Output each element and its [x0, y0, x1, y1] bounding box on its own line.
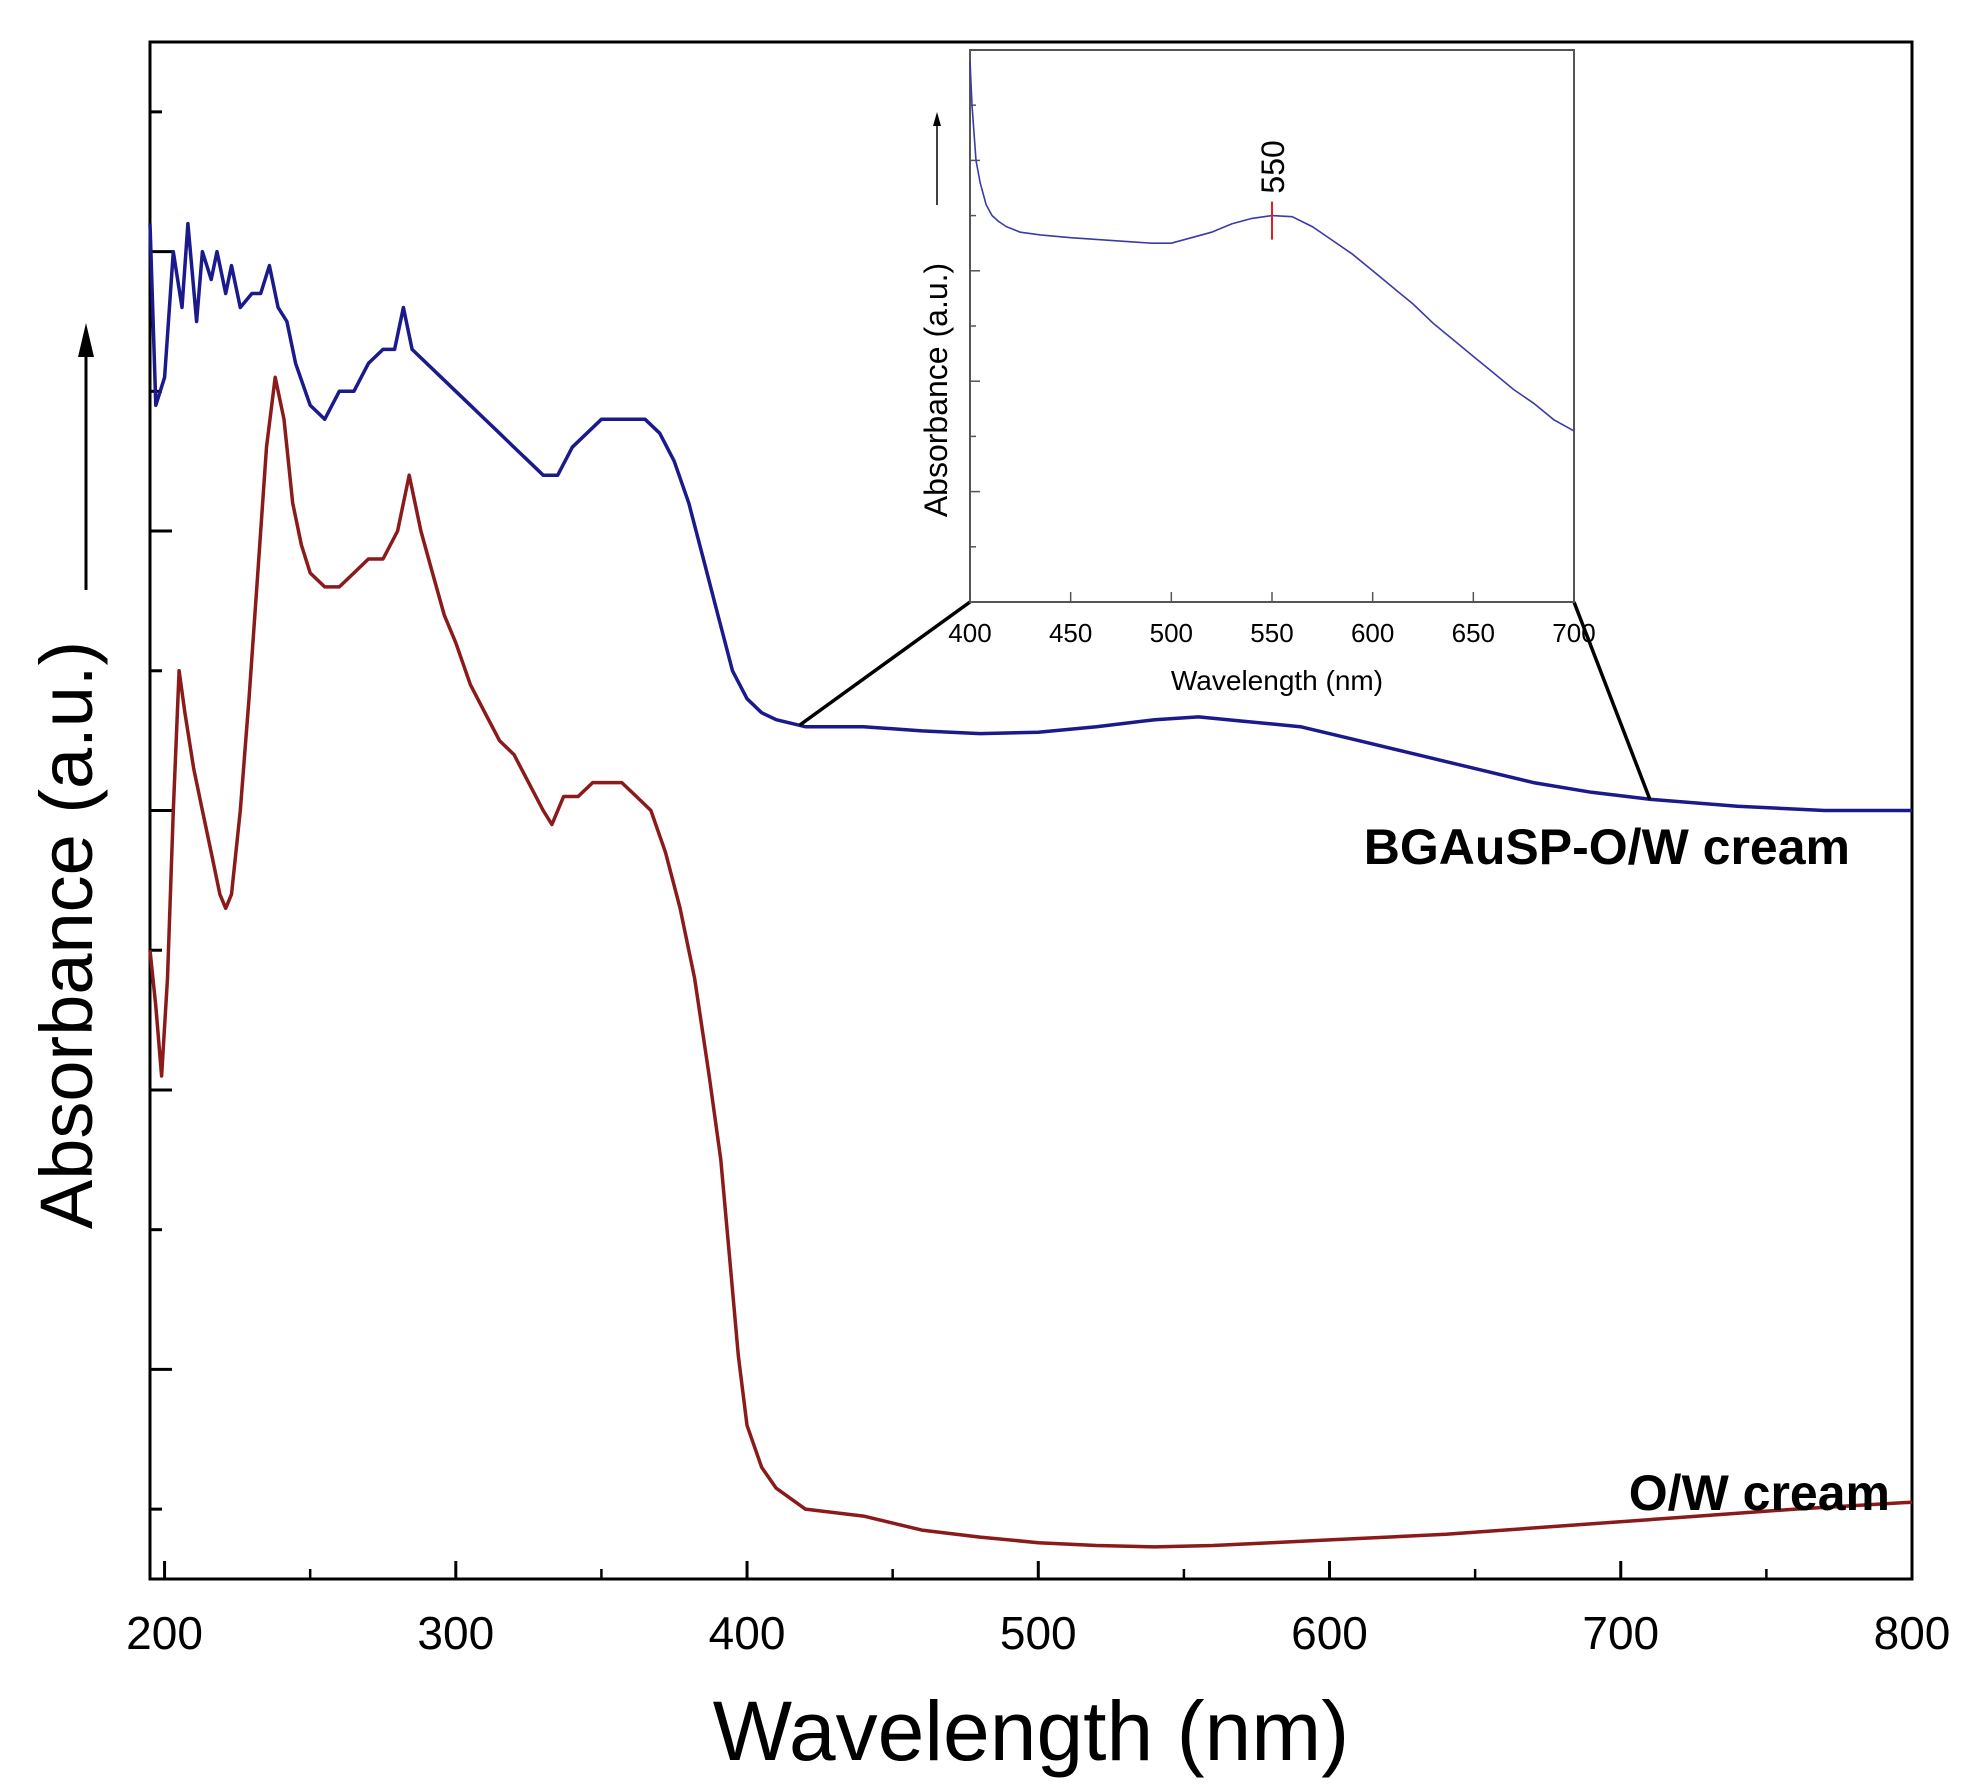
connector-line-right: [1572, 601, 1652, 800]
series-label-bgausp: BGAuSP-O/W cream: [1364, 819, 1850, 875]
inset-plot-frame: [969, 49, 1575, 603]
x-tick-label: 300: [417, 1607, 494, 1659]
x-tick-label: 500: [1000, 1607, 1077, 1659]
connector-line-left: [798, 600, 972, 727]
y-axis-arrow: [78, 323, 94, 590]
inset-connector-lines: [798, 600, 1652, 800]
x-tick-label: 700: [1582, 1607, 1659, 1659]
y-axis-title: Absorbance (a.u.): [25, 641, 108, 1229]
inset-x-tick-label: 500: [1150, 618, 1193, 648]
inset-x-tick-label: 600: [1351, 618, 1394, 648]
x-tick-label: 400: [709, 1607, 786, 1659]
main-axis-ticks: 200 300 400 500 600 700 800: [126, 110, 1951, 1659]
x-tick-label: 600: [1291, 1607, 1368, 1659]
x-tick-label: 800: [1874, 1607, 1951, 1659]
inset-axis-ticks: 400 450 500 550 600 650 700: [948, 104, 1596, 648]
main-series-group: [148, 221, 1913, 1549]
x-axis-title: Wavelength (nm): [713, 1684, 1349, 1778]
inset-x-tick-label: 450: [1049, 618, 1092, 648]
inset-y-axis-arrow: [933, 112, 941, 205]
inset-peak-label: 550: [1255, 140, 1291, 193]
inset-x-tick-label: 650: [1452, 618, 1495, 648]
series-line-ow: [148, 375, 1913, 1549]
inset-x-axis-title: Wavelength (nm): [1171, 665, 1383, 696]
inset-x-tick-label: 400: [948, 618, 991, 648]
x-tick-label: 200: [126, 1607, 203, 1659]
series-label-ow: O/W cream: [1629, 1465, 1890, 1521]
inset-series-group: 550: [969, 60, 1575, 432]
inset-x-tick-label: 550: [1250, 618, 1293, 648]
inset-plot: 400 450 500 550 600 650 700 550 Wavelength (nm…: [918, 49, 1596, 696]
inset-x-tick-label: 700: [1552, 618, 1595, 648]
inset-y-axis-title: Absorbance (a.u.): [918, 263, 954, 517]
series-line-bgausp: [148, 221, 1912, 813]
inset-series-line: [969, 60, 1575, 432]
